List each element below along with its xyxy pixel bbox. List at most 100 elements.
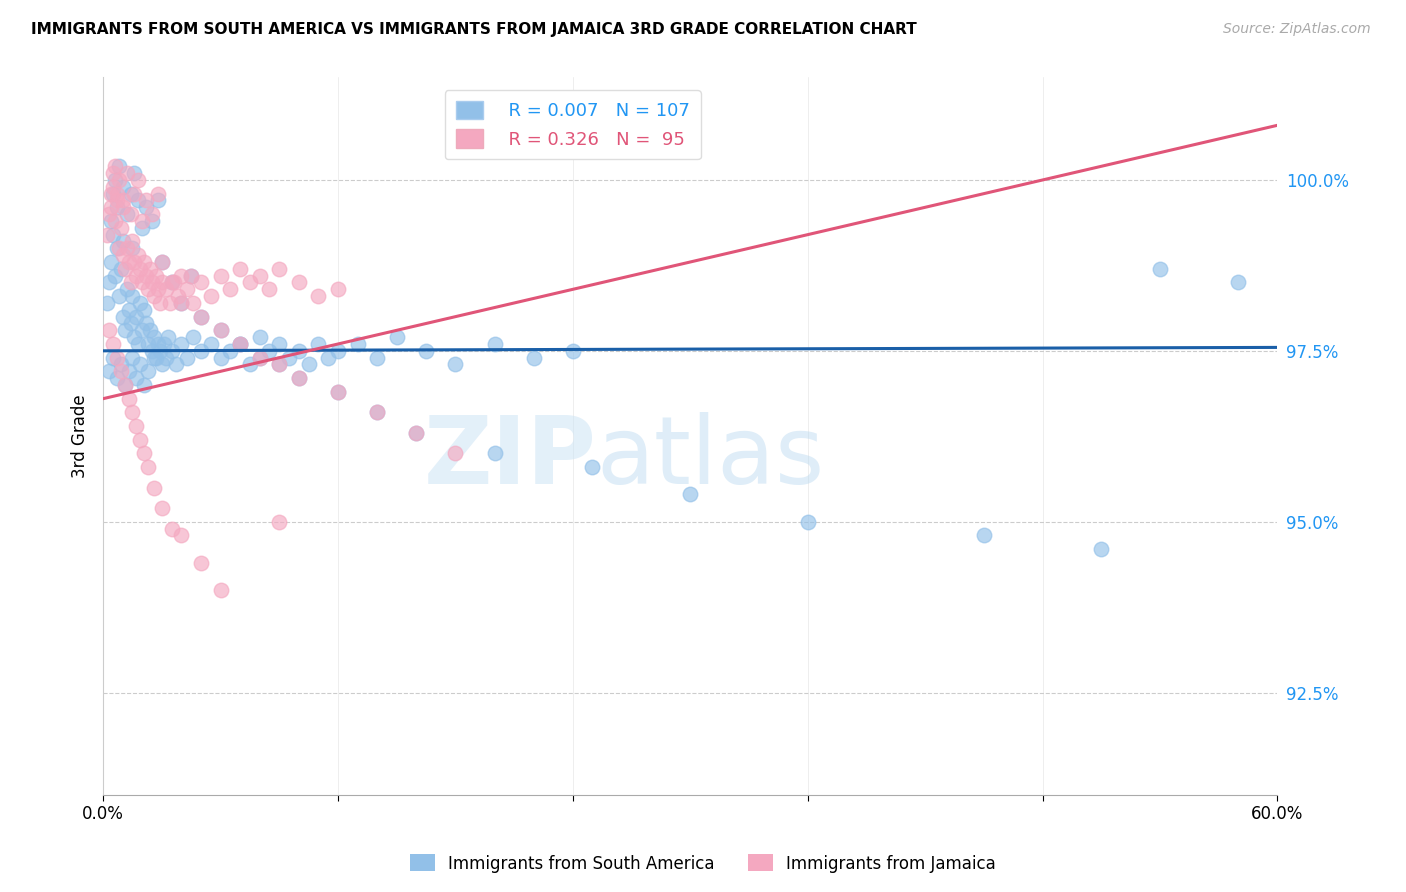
- Point: [101, 351, 124, 365]
- Point: [98, 207, 121, 221]
- Point: [96, 296, 118, 310]
- Point: [107, 173, 129, 187]
- Point: [150, 255, 173, 269]
- Point: [143, 351, 166, 365]
- Point: [146, 282, 169, 296]
- Point: [170, 528, 193, 542]
- Point: [153, 337, 176, 351]
- Point: [98, 276, 121, 290]
- Point: [110, 364, 132, 378]
- Point: [100, 186, 122, 201]
- Point: [366, 405, 388, 419]
- Point: [121, 351, 143, 365]
- Point: [96, 227, 118, 242]
- Point: [484, 446, 506, 460]
- Point: [136, 337, 159, 351]
- Point: [200, 289, 222, 303]
- Point: [115, 282, 138, 296]
- Point: [117, 392, 139, 406]
- Point: [155, 351, 177, 365]
- Point: [104, 173, 127, 187]
- Point: [269, 261, 291, 276]
- Point: [298, 358, 321, 372]
- Point: [307, 289, 329, 303]
- Point: [229, 261, 252, 276]
- Point: [561, 343, 583, 358]
- Point: [316, 351, 339, 365]
- Point: [405, 425, 427, 440]
- Point: [346, 337, 368, 351]
- Point: [239, 276, 262, 290]
- Point: [121, 405, 143, 419]
- Point: [100, 214, 122, 228]
- Point: [111, 200, 134, 214]
- Point: [229, 337, 252, 351]
- Point: [125, 268, 148, 283]
- Point: [101, 337, 124, 351]
- Point: [136, 364, 159, 378]
- Point: [129, 261, 152, 276]
- Point: [111, 235, 134, 249]
- Point: [120, 276, 142, 290]
- Point: [249, 330, 271, 344]
- Point: [1090, 541, 1112, 556]
- Point: [124, 166, 146, 180]
- Point: [143, 330, 166, 344]
- Point: [249, 351, 271, 365]
- Point: [117, 364, 139, 378]
- Point: [141, 214, 163, 228]
- Point: [146, 337, 169, 351]
- Point: [101, 179, 124, 194]
- Point: [149, 343, 172, 358]
- Point: [131, 276, 153, 290]
- Point: [162, 276, 184, 290]
- Point: [326, 384, 349, 399]
- Point: [385, 330, 408, 344]
- Point: [288, 371, 311, 385]
- Point: [160, 276, 183, 290]
- Point: [135, 194, 157, 208]
- Point: [209, 323, 232, 337]
- Point: [190, 310, 212, 324]
- Point: [98, 323, 121, 337]
- Point: [127, 173, 149, 187]
- Point: [444, 358, 467, 372]
- Point: [259, 282, 281, 296]
- Point: [229, 337, 252, 351]
- Point: [190, 310, 212, 324]
- Point: [136, 282, 159, 296]
- Point: [150, 501, 173, 516]
- Point: [131, 323, 153, 337]
- Point: [120, 317, 142, 331]
- Point: [101, 227, 124, 242]
- Point: [170, 296, 193, 310]
- Point: [131, 214, 153, 228]
- Point: [159, 296, 181, 310]
- Point: [124, 330, 146, 344]
- Point: [366, 405, 388, 419]
- Point: [129, 296, 152, 310]
- Text: IMMIGRANTS FROM SOUTH AMERICA VS IMMIGRANTS FROM JAMAICA 3RD GRADE CORRELATION C: IMMIGRANTS FROM SOUTH AMERICA VS IMMIGRA…: [31, 22, 917, 37]
- Point: [124, 186, 146, 201]
- Point: [117, 255, 139, 269]
- Point: [131, 220, 153, 235]
- Point: [107, 289, 129, 303]
- Text: Source: ZipAtlas.com: Source: ZipAtlas.com: [1223, 22, 1371, 37]
- Point: [165, 358, 187, 372]
- Point: [326, 282, 349, 296]
- Point: [114, 261, 136, 276]
- Point: [415, 343, 437, 358]
- Point: [190, 556, 212, 570]
- Point: [190, 276, 212, 290]
- Point: [405, 425, 427, 440]
- Point: [269, 358, 291, 372]
- Point: [288, 371, 311, 385]
- Point: [150, 358, 173, 372]
- Point: [249, 351, 271, 365]
- Point: [1227, 276, 1250, 290]
- Point: [101, 186, 124, 201]
- Legend: Immigrants from South America, Immigrants from Jamaica: Immigrants from South America, Immigrant…: [404, 847, 1002, 880]
- Point: [115, 207, 138, 221]
- Point: [143, 481, 166, 495]
- Point: [101, 166, 124, 180]
